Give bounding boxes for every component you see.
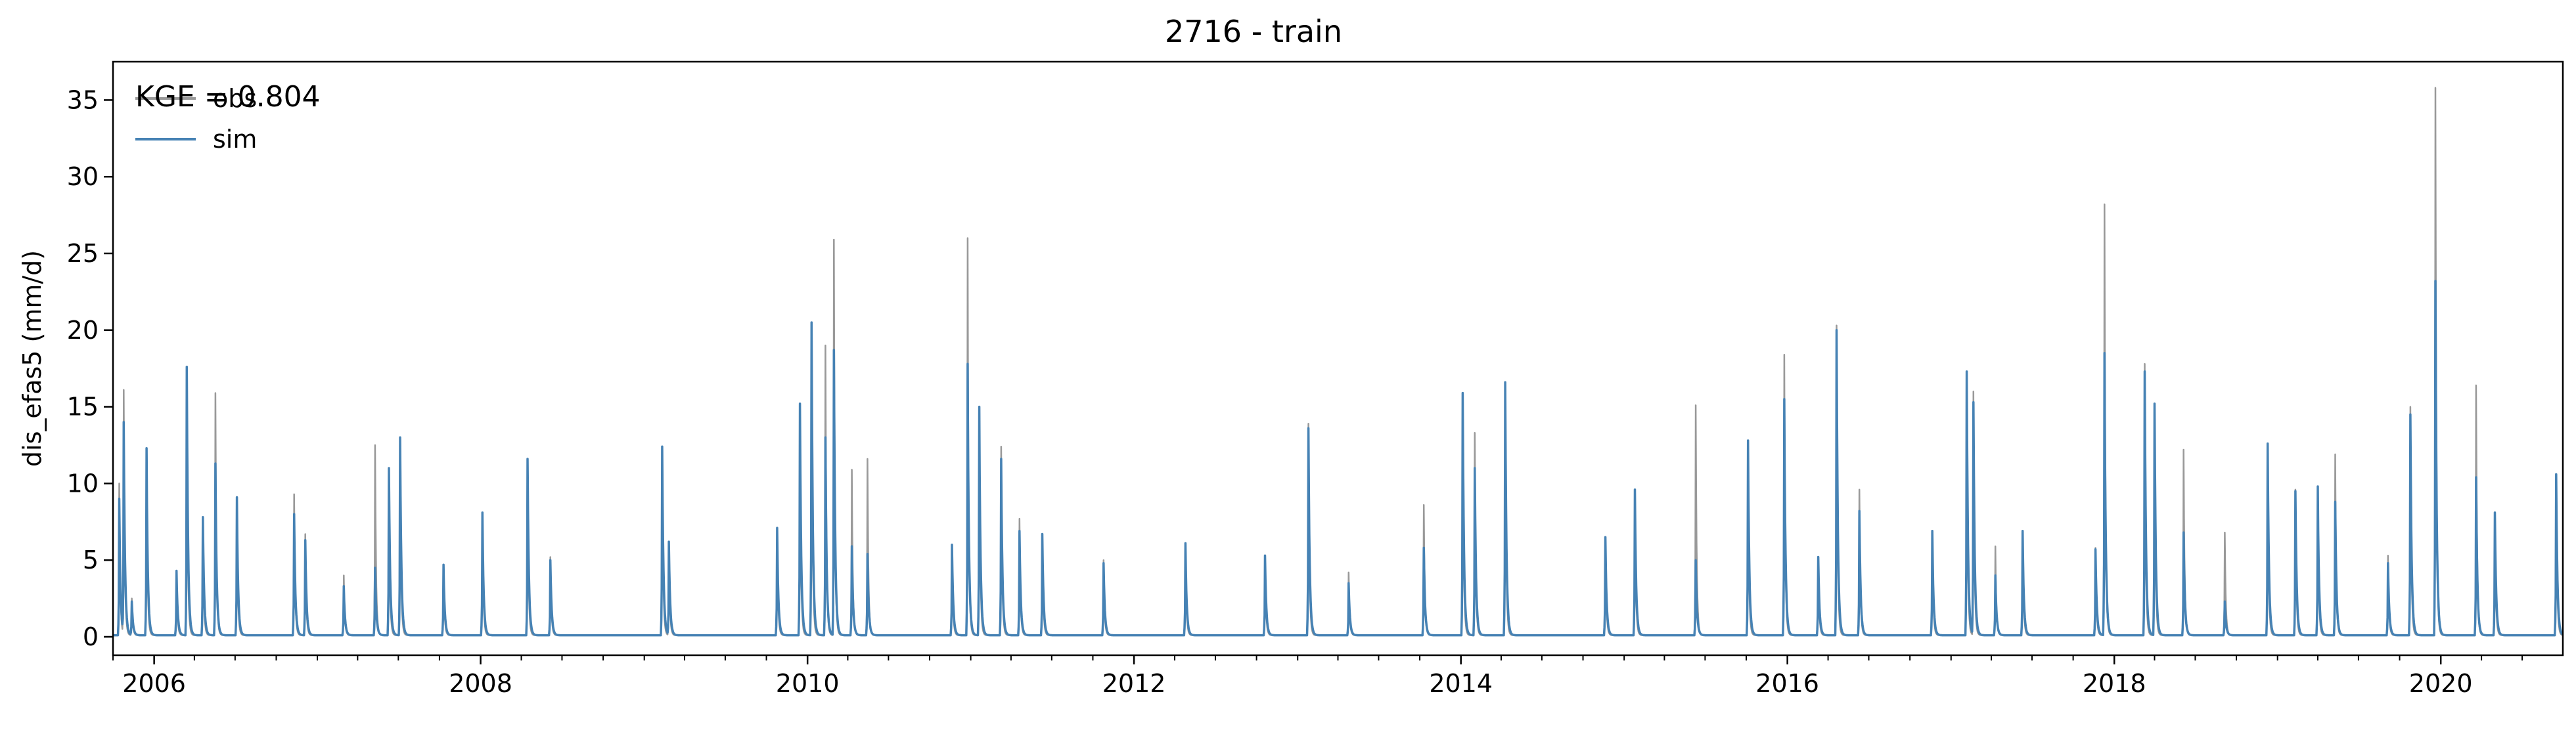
y-tick-label: 35 [67, 85, 99, 114]
chart-title: 2716 - train [1165, 14, 1342, 49]
axes-frame [112, 60, 2564, 657]
series-line-sim [112, 280, 2564, 637]
x-tick-label: 2012 [1102, 669, 1166, 698]
x-tick-label: 2006 [122, 669, 186, 698]
y-tick-label: 30 [67, 162, 99, 191]
plot-area [112, 60, 2564, 657]
x-tick-label: 2020 [2409, 669, 2473, 698]
y-axis-label: dis_efas5 (mm/d) [18, 250, 47, 467]
series-layer [112, 87, 2564, 637]
x-tick-label: 2008 [449, 669, 512, 698]
y-tick-label: 5 [83, 546, 99, 574]
y-tick-label: 0 [83, 622, 99, 651]
legend: obs sim [135, 84, 257, 154]
x-tick-label: 2014 [1429, 669, 1493, 698]
y-tick-label: 25 [67, 239, 99, 268]
legend-label-sim: sim [213, 125, 257, 154]
series-line-obs [112, 87, 2564, 636]
legend-label-obs: obs [213, 84, 257, 113]
y-tick-label: 10 [67, 469, 99, 498]
x-tick-label: 2010 [776, 669, 840, 698]
y-tick-label: 20 [67, 316, 99, 345]
x-tick-label: 2018 [2083, 669, 2146, 698]
x-tick-label: 2016 [1755, 669, 1819, 698]
x-axis: 2006 2008 2010 2012 2014 2016 2018 2020 [112, 655, 2523, 698]
kge-annotation: KGE = 0.804 [135, 80, 321, 114]
y-tick-label: 15 [67, 393, 99, 421]
y-axis: 0 5 10 15 20 25 30 35 [67, 85, 113, 651]
